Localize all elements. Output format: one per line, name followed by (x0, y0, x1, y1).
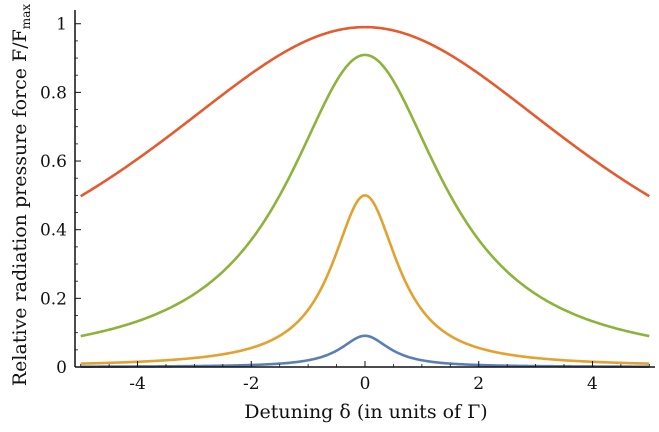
series-line-2 (80, 194, 650, 365)
x-tick-label: 0 (360, 374, 371, 394)
x-axis-title: Detuning δ (in units of Γ) (244, 401, 487, 423)
series-line-1 (80, 334, 650, 368)
x-tick-label: -2 (243, 374, 260, 394)
series-line-4 (80, 25, 650, 198)
x-tick-label: 4 (587, 374, 598, 394)
y-axis-title: Relative radiation pressure force F/Fmax (9, 4, 33, 386)
series-line-3 (80, 53, 650, 338)
curves-layer (80, 25, 650, 368)
axes-layer (74, 10, 655, 368)
x-tick-label: 2 (473, 374, 484, 394)
y-axis-title-subscript: max (19, 4, 33, 30)
ticks-layer: -4 -2 0 2 4 0 0.2 0.4 0.6 0.8 1 (40, 15, 650, 394)
y-tick-label: 0.2 (40, 289, 67, 309)
x-tick-label: -4 (129, 374, 146, 394)
y-tick-label: 0 (56, 358, 67, 378)
y-axis-title-main: Relative radiation pressure force F/F (9, 29, 31, 386)
y-tick-label: 0.6 (40, 152, 67, 172)
y-tick-label: 0.4 (40, 221, 67, 241)
y-tick-label: 0.8 (40, 83, 67, 103)
y-tick-label: 1 (56, 15, 67, 35)
